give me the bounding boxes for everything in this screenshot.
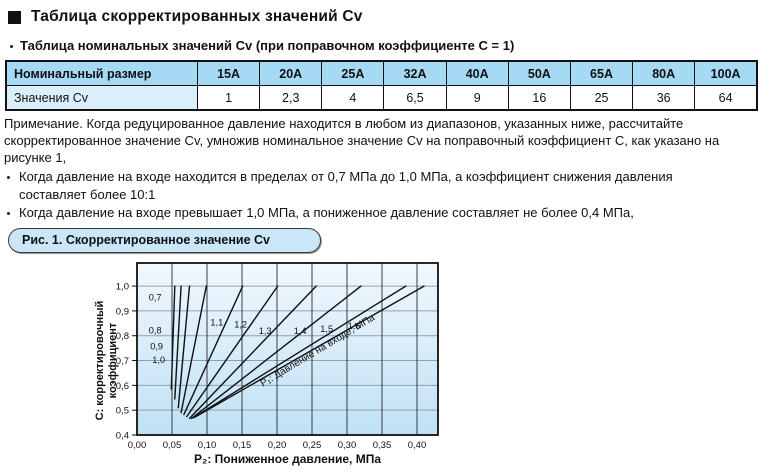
cv-value-cell: 16 xyxy=(507,85,571,111)
subtitle-row: Таблица номинальных значений Cv (при поп… xyxy=(10,38,762,53)
table-header-cell: 32A xyxy=(383,60,447,86)
y-tick-label: 0,4 xyxy=(116,430,129,441)
curve-p1-1,2 xyxy=(185,285,279,418)
list-item: Когда давление на входе превышает 1,0 МП… xyxy=(4,204,762,221)
curve-p1-1,3 xyxy=(188,285,317,420)
x-tick-label: 0,30 xyxy=(338,440,357,451)
x-tick-label: 0,05 xyxy=(163,440,182,451)
cv-value-cell: 1 xyxy=(196,85,261,111)
list-item: Когда давление на входе находится в пред… xyxy=(4,168,762,202)
curve-label: 1,1 xyxy=(210,318,223,328)
curve-p1-1,4 xyxy=(190,285,362,420)
page-title: Таблица скорректированных значений Cv xyxy=(31,8,363,25)
x-tick-label: 0,25 xyxy=(303,440,322,451)
table-header-cell: 40A xyxy=(445,60,509,86)
nominal-cv-table: Номинальный размер 15A 20A 25A 32A 40A 5… xyxy=(5,60,758,111)
table-header-cell: 20A xyxy=(259,60,323,86)
x-tick-label: 0,35 xyxy=(373,440,392,451)
curve-p1-1,0 xyxy=(180,285,208,414)
table-header-row: Номинальный размер 15A 20A 25A 32A 40A 5… xyxy=(5,60,758,86)
curve-label: 1,4 xyxy=(294,326,307,336)
curve-p1-1,5 xyxy=(192,285,407,419)
section-title-row: Таблица скорректированных значений Cv xyxy=(8,8,762,26)
table-header-cell: 25A xyxy=(321,60,385,86)
curve-p1-0,9 xyxy=(177,285,191,409)
x-tick-label: 0,00 xyxy=(128,440,147,451)
table-header-cell: 15A xyxy=(196,60,261,86)
x-tick-label: 0,20 xyxy=(268,440,287,451)
curve-p1-0,8 xyxy=(174,285,182,400)
x-tick-label: 0,40 xyxy=(408,440,427,451)
y-tick-label: 0,7 xyxy=(116,356,129,367)
table-header-cell: 80A xyxy=(632,60,696,86)
y-tick-label: 0,9 xyxy=(116,306,129,317)
dot-bullet-icon xyxy=(10,44,13,48)
figure-1-chart: 0,4 0,5 0,6 0,7 0,8 0,9 1,0 0,00 0,05 0,10 0,15 0,2… xyxy=(93,255,762,475)
cv-value-cell: 6,5 xyxy=(383,85,447,111)
condition-text: Когда давление на входе находится в пред… xyxy=(19,169,673,202)
curve-label: 1,2 xyxy=(234,319,247,329)
table-header-cell: 65A xyxy=(569,60,634,86)
row-label-cv: Значения Cv xyxy=(5,85,198,111)
note-paragraph: Примечание. Когда редуцированное давлени… xyxy=(4,116,720,166)
curve-label: 0,8 xyxy=(149,325,162,335)
x-grid: 0,00 0,05 0,10 0,15 0,20 0,25 0,30 0,35 0,40 xyxy=(128,262,427,451)
cv-value-cell: 9 xyxy=(445,85,509,111)
correction-factor-chart: 0,4 0,5 0,6 0,7 0,8 0,9 1,0 0,00 0,05 0,10 0,15 0,2… xyxy=(94,262,439,466)
table-header-cell: 100A xyxy=(694,60,758,86)
figure-caption-badge: Рис. 1. Скорректированное значение Cv xyxy=(8,227,321,253)
table-subtitle: Таблица номинальных значений Cv (при поп… xyxy=(20,38,515,53)
cv-value-cell: 2,3 xyxy=(259,85,323,111)
y-axis-title-line2: коэффициент xyxy=(107,322,119,398)
curve-p1-1,6 xyxy=(195,285,425,418)
table-header-cell: 50A xyxy=(507,60,571,86)
condition-text: Когда давление на входе превышает 1,0 МП… xyxy=(19,204,634,220)
curve-p1-0,7 xyxy=(170,285,176,390)
curve-label: 0,7 xyxy=(149,293,162,303)
x-tick-label: 0,10 xyxy=(198,440,217,451)
cv-value-cell: 25 xyxy=(569,85,634,111)
plot-frame xyxy=(136,262,439,436)
condition-list: Когда давление на входе находится в пред… xyxy=(4,168,762,220)
curve-label: 1,5 xyxy=(320,324,333,334)
y-tick-label: 1,0 xyxy=(116,282,129,293)
x-tick-label: 0,15 xyxy=(233,440,252,451)
cv-value-cell: 64 xyxy=(694,85,758,111)
y-tick-label: 0,6 xyxy=(116,381,129,392)
y-tick-label: 0,5 xyxy=(116,406,129,417)
dot-bullet-icon xyxy=(7,176,10,180)
curve-p1-1,1 xyxy=(183,285,244,416)
curves: 0,7 0,8 0,9 1,0 1,1 1,2 1,3 1,4 1,5 1,6 xyxy=(149,285,425,420)
y-tick-label: 0,8 xyxy=(116,331,129,342)
y-axis-title-line1: C: корректировочный xyxy=(94,301,106,421)
table-row: Значения Cv 1 2,3 4 6,5 9 16 25 36 64 xyxy=(5,85,758,111)
square-bullet-icon xyxy=(8,10,21,24)
cv-value-cell: 4 xyxy=(321,85,385,111)
table-header-size: Номинальный размер xyxy=(5,60,198,86)
curve-label: 1,6 xyxy=(348,321,361,331)
curve-label: 0,9 xyxy=(150,341,163,351)
curve-label: 1,3 xyxy=(259,326,272,336)
curve-label: 1,0 xyxy=(152,355,165,365)
cv-value-cell: 36 xyxy=(632,85,696,111)
x-axis-title: P₂: Пониженное давление, МПа xyxy=(194,452,381,466)
dot-bullet-icon xyxy=(7,211,10,215)
